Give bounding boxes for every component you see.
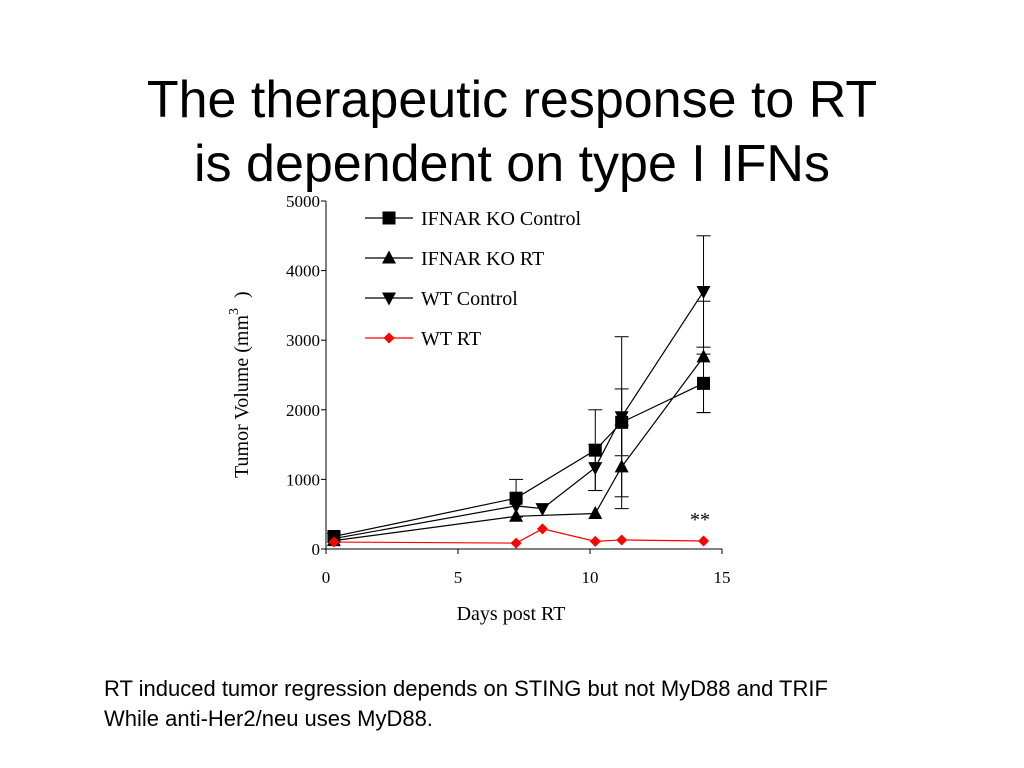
slide-title: The therapeutic response to RT is depend…: [0, 68, 1024, 196]
axes: 0 1000 2000 3000 4000 5000 0 5 10 15: [286, 192, 731, 587]
data-point: [616, 534, 628, 546]
data-point: [536, 523, 548, 535]
y-tick-label: 3000: [286, 331, 320, 350]
y-axis-label-close: ): [231, 291, 253, 298]
data-point: [588, 462, 603, 476]
legend-item: IFNAR KO RT: [365, 248, 544, 270]
series-layer: [326, 235, 711, 549]
data-point: [614, 411, 629, 425]
y-tick-label: 1000: [286, 470, 320, 489]
series-line: [333, 528, 704, 544]
x-axis-label: Days post RT: [457, 603, 566, 625]
data-point: [509, 500, 524, 514]
y-axis-label: Tumor Volume (mm3): [227, 291, 253, 478]
data-point: [328, 536, 340, 548]
y-axis-label-text: Tumor Volume (mm: [231, 315, 253, 478]
series-wt-rt: [328, 523, 710, 549]
legend: IFNAR KO Control IFNAR KO RT WT Control WT …: [365, 208, 581, 350]
data-point: [589, 535, 601, 547]
x-tick-label: 10: [582, 568, 599, 587]
data-point: [535, 503, 550, 517]
legend-label: WT RT: [421, 328, 481, 350]
legend-marker: [382, 211, 396, 225]
y-tick-label: 2000: [286, 401, 320, 420]
x-tick-label: 5: [454, 568, 463, 587]
legend-item: WT RT: [365, 328, 481, 350]
caption-line-1: RT induced tumor regression depends on S…: [104, 676, 828, 701]
y-axis-label-superscript: 3: [227, 308, 242, 315]
data-point: [510, 537, 522, 549]
legend-label: WT Control: [421, 288, 518, 310]
series-wt-control: [326, 235, 711, 547]
series-line: [333, 356, 705, 542]
significance-annotation: **: [690, 509, 710, 531]
legend-item: WT Control: [365, 288, 518, 310]
legend-marker: [382, 292, 396, 306]
slide-title-line-1: The therapeutic response to RT: [146, 71, 878, 129]
data-point: [509, 508, 524, 522]
legend-item: IFNAR KO Control: [365, 208, 581, 230]
series-line: [333, 291, 705, 540]
legend-marker: [382, 250, 396, 264]
data-point: [698, 535, 710, 547]
y-tick-label: 0: [312, 540, 321, 559]
series-line: [333, 382, 704, 538]
slide-caption: RT induced tumor regression depends on S…: [104, 674, 984, 734]
legend-label: IFNAR KO Control: [421, 208, 581, 230]
data-point: [696, 285, 711, 299]
x-tick-label: 15: [714, 568, 731, 587]
data-point: [588, 506, 603, 520]
y-tick-label: 4000: [286, 262, 320, 281]
legend-label: IFNAR KO RT: [421, 248, 544, 270]
legend-marker: [383, 332, 395, 344]
slide-title-line-2: is dependent on type I IFNs: [194, 135, 830, 193]
x-tick-label: 0: [322, 568, 331, 587]
y-tick-label: 5000: [286, 192, 320, 211]
caption-line-2: While anti-Her2/neu uses MyD88.: [104, 706, 433, 731]
data-point: [696, 349, 711, 363]
